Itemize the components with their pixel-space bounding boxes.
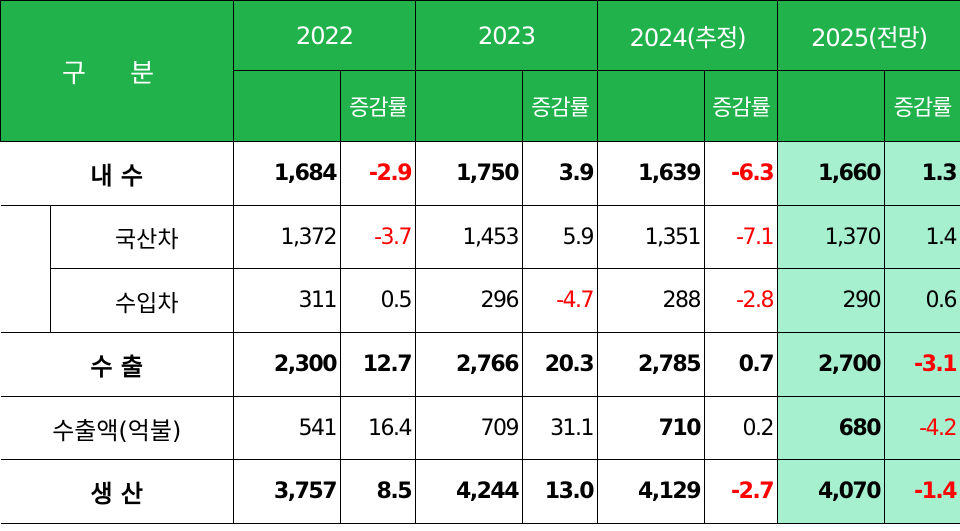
header-year-2025: 2025(전망) xyxy=(777,0,960,71)
table-cell: 3,757 xyxy=(233,459,342,524)
header-category: 구 분 xyxy=(0,0,235,142)
table-row: 수 출 2,300 12.7 2,766 20.3 2,785 0.7 2,70… xyxy=(0,332,960,397)
table-cell: 1,453 xyxy=(415,205,524,269)
header-blank-2022 xyxy=(233,70,342,142)
table-cell: 16.4 xyxy=(340,396,417,460)
table-cell: 296 xyxy=(415,268,524,333)
table-cell: 13.0 xyxy=(522,459,599,524)
row-label-imported: 수입차 xyxy=(50,268,234,333)
row-label-domestic: 내 수 xyxy=(0,141,234,206)
table-cell: 1,351 xyxy=(597,205,706,269)
table-cell: 2,700 xyxy=(777,332,886,397)
table-cell: 4,129 xyxy=(597,459,706,524)
table-row: 수출액(억불) 541 16.4 709 31.1 710 0.2 680 -4… xyxy=(0,396,960,460)
table-cell: 8.5 xyxy=(340,459,417,524)
table-cell: 0.2 xyxy=(704,396,779,460)
row-label-export: 수 출 xyxy=(0,332,234,397)
table-cell: 290 xyxy=(777,268,886,333)
header-blank-2025 xyxy=(777,70,886,142)
row-label-production: 생 산 xyxy=(0,459,234,524)
table-cell: 1,684 xyxy=(233,141,342,206)
table-cell: 20.3 xyxy=(522,332,599,397)
table-cell: 311 xyxy=(233,268,342,333)
table-cell: 709 xyxy=(415,396,524,460)
table-cell: -4.7 xyxy=(522,268,599,333)
header-rate-2024: 증감률 xyxy=(704,70,779,142)
table-cell: 1,660 xyxy=(777,141,886,206)
table-cell: 2,300 xyxy=(233,332,342,397)
table-cell: 31.1 xyxy=(522,396,599,460)
header-blank-2024 xyxy=(597,70,706,142)
table-cell: 1,370 xyxy=(777,205,886,269)
table-cell: 541 xyxy=(233,396,342,460)
table-cell: 2,766 xyxy=(415,332,524,397)
table-cell: 4,070 xyxy=(777,459,886,524)
table-row: 내 수 1,684 -2.9 1,750 3.9 1,639 -6.3 1,66… xyxy=(0,141,960,206)
table-cell: 1,750 xyxy=(415,141,524,206)
table-cell: 0.6 xyxy=(884,268,960,333)
table-cell: 710 xyxy=(597,396,706,460)
table-cell: -3.7 xyxy=(340,205,417,269)
header-rate-2023: 증감률 xyxy=(522,70,599,142)
header-rate-2022: 증감률 xyxy=(340,70,417,142)
table-cell: -4.2 xyxy=(884,396,960,460)
table-cell: 1,639 xyxy=(597,141,706,206)
table-row: 생 산 3,757 8.5 4,244 13.0 4,129 -2.7 4,07… xyxy=(0,459,960,524)
table-cell: 3.9 xyxy=(522,141,599,206)
table-cell: 1,372 xyxy=(233,205,342,269)
table-cell: 1.4 xyxy=(884,205,960,269)
row-label-export-value: 수출액(억불) xyxy=(0,396,234,460)
table-row: 국산차 1,372 -3.7 1,453 5.9 1,351 -7.1 1,37… xyxy=(0,205,960,333)
header-rate-2025: 증감률 xyxy=(884,70,960,142)
table-cell: 0.7 xyxy=(704,332,779,397)
header-blank-2023 xyxy=(415,70,524,142)
header-row-years: 구 분 2022 2023 2024(추정) 2025(전망) xyxy=(0,0,960,142)
table-cell: -1.4 xyxy=(884,459,960,524)
table-cell: 5.9 xyxy=(522,205,599,269)
header-year-2023: 2023 xyxy=(415,0,599,71)
table-cell: -7.1 xyxy=(704,205,779,269)
table-cell: 1.3 xyxy=(884,141,960,206)
table-cell: 288 xyxy=(597,268,706,333)
table-cell: 2,785 xyxy=(597,332,706,397)
header-year-2024: 2024(추정) xyxy=(597,0,779,71)
table-cell: 0.5 xyxy=(340,268,417,333)
row-label-domestic-made: 국산차 xyxy=(50,205,234,269)
header-row-rates: 증감률 증감률 증감률 증감률 xyxy=(1,70,960,142)
table-row: 수입차 311 0.5 296 -4.7 288 -2.8 290 0.6 xyxy=(1,268,960,333)
table-cell: -2.9 xyxy=(340,141,417,206)
table-cell: -2.7 xyxy=(704,459,779,524)
table-cell: -2.8 xyxy=(704,268,779,333)
table-cell: 12.7 xyxy=(340,332,417,397)
table-cell: -3.1 xyxy=(884,332,960,397)
table-cell: 680 xyxy=(777,396,886,460)
table-cell: -6.3 xyxy=(704,141,779,206)
table-cell: 4,244 xyxy=(415,459,524,524)
header-year-2022: 2022 xyxy=(233,0,417,71)
indent-spacer xyxy=(0,205,51,333)
